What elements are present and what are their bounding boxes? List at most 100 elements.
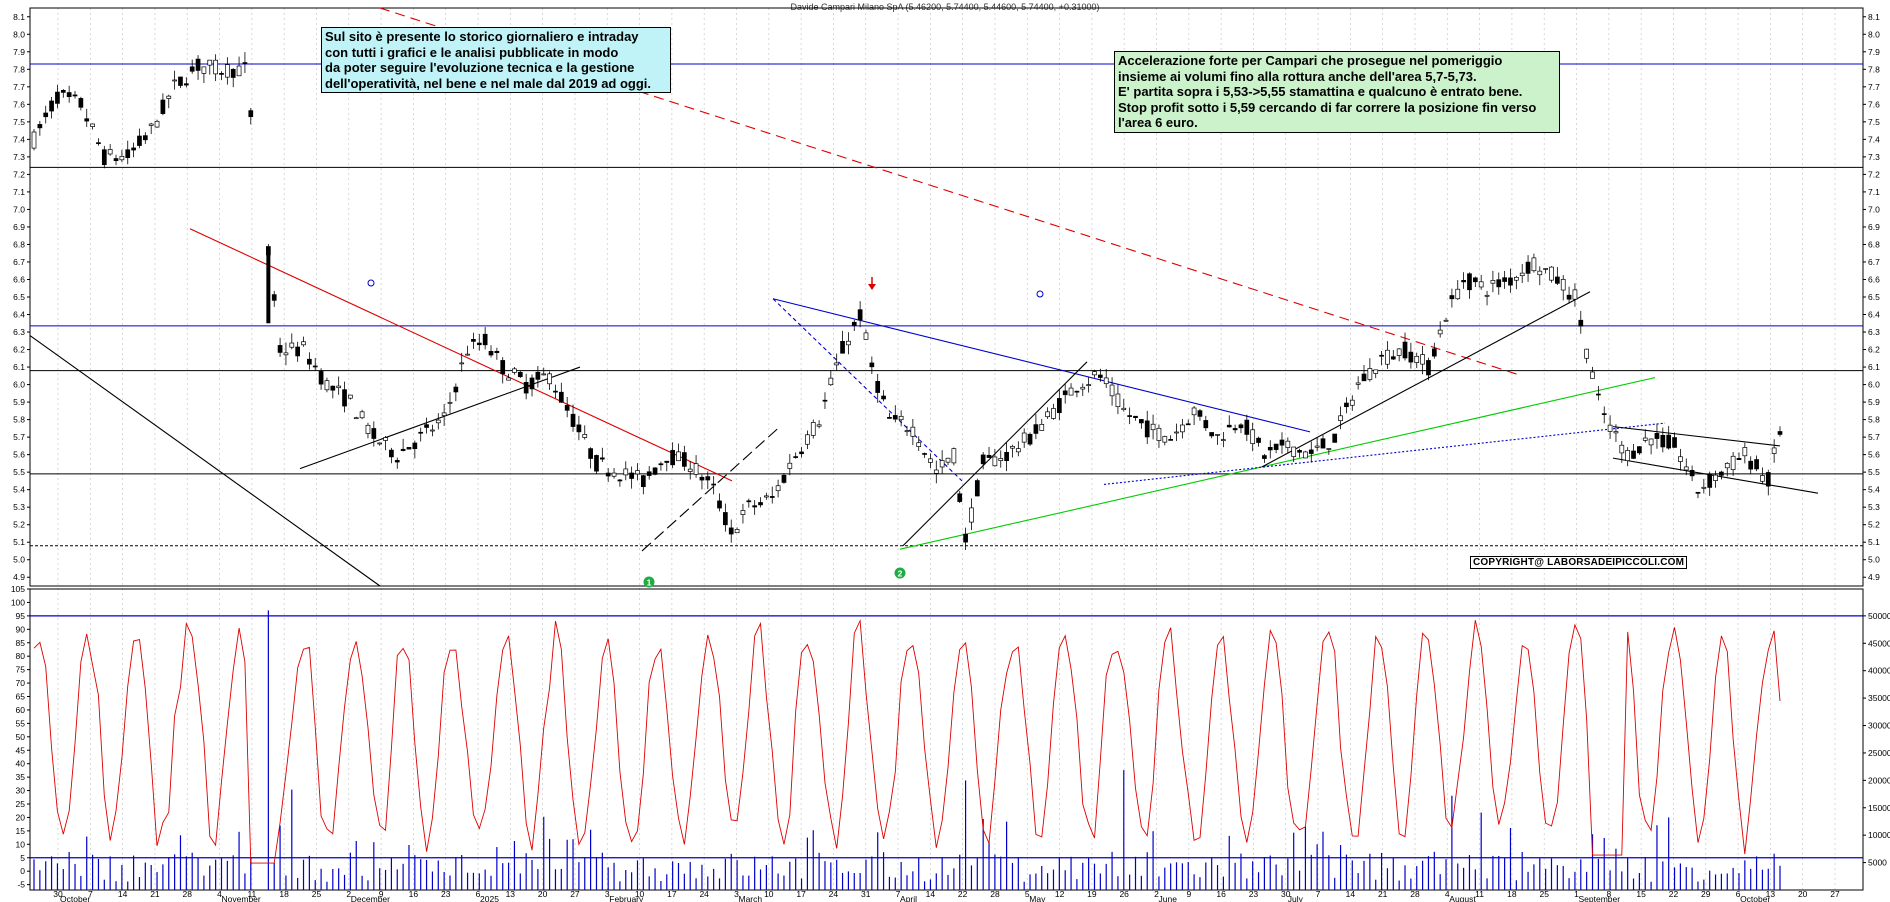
candle-body (1262, 455, 1267, 459)
candle-body (1349, 399, 1355, 406)
price-tick-left: 5.1 (13, 537, 25, 547)
candle-body (711, 483, 717, 486)
price-tick-right: 6.4 (1868, 310, 1880, 320)
candle-body (441, 412, 447, 416)
price-tick-left: 5.7 (13, 432, 25, 442)
candle-body (986, 454, 992, 458)
candle-body (330, 385, 336, 391)
candle-body (512, 368, 517, 373)
trend-line (1612, 426, 1781, 447)
candle-body (957, 493, 963, 502)
x-tick-label: 11 (1475, 889, 1484, 899)
candle-body (1127, 415, 1132, 417)
candle-body (1150, 423, 1156, 431)
price-tick-left: 6.5 (13, 292, 25, 302)
x-tick-label: 17 (796, 889, 806, 899)
price-tick-right: 6.5 (1868, 292, 1880, 302)
candle-body (1209, 432, 1215, 437)
indicator-tick-left: 90 (16, 624, 26, 634)
x-tick-label: 29 (1701, 889, 1711, 899)
price-tick-left: 7.5 (13, 117, 25, 127)
x-tick-label: 28 (183, 889, 193, 899)
candle-body (189, 66, 195, 72)
candle-body (506, 377, 511, 381)
candle-body (266, 253, 271, 324)
candle-body (96, 142, 101, 145)
candle-body (1361, 373, 1367, 382)
candle-body (875, 381, 881, 393)
candle-body (635, 470, 640, 475)
volume-tick-right: 25000 (1868, 748, 1890, 758)
price-tick-left: 8.0 (13, 29, 25, 39)
candle-body (1414, 355, 1420, 363)
indicator-tick-left: -5 (17, 880, 25, 890)
candle-body (418, 431, 424, 434)
candle-body (629, 472, 634, 479)
candle-body (248, 110, 254, 118)
candle-body (178, 76, 183, 86)
candle-body (148, 123, 154, 126)
candle-body (1080, 386, 1086, 390)
price-tick-left: 7.7 (13, 82, 25, 92)
price-tick-left: 6.1 (13, 362, 25, 372)
candle-body (1396, 348, 1402, 356)
price-tick-left: 7.8 (13, 64, 25, 74)
note-right: Accelerazione forte per Campari che pros… (1114, 51, 1560, 133)
candle-body (201, 66, 207, 74)
candle-body (1344, 402, 1349, 408)
candle-body (1139, 419, 1144, 424)
candle-body (764, 495, 769, 498)
month-label: April (900, 894, 917, 902)
x-tick-label: 12 (1055, 889, 1065, 899)
copyright-label: COPYRIGHT@ LABORSADEIPICCOLI.COM (1470, 556, 1688, 569)
candle-body (113, 158, 119, 162)
candle-body (424, 424, 429, 428)
candle-body (213, 59, 218, 75)
candle-body (371, 428, 377, 439)
candle-body (453, 386, 459, 393)
candle-body (400, 448, 406, 451)
volume-tick-right: 30000 (1868, 721, 1890, 731)
price-tick-left: 8.1 (13, 12, 25, 22)
note-line: Sul sito è presente lo storico giornalie… (325, 29, 639, 44)
price-tick-left: 5.0 (13, 555, 25, 565)
volume-tick-right: 20000 (1868, 775, 1890, 785)
candle-body (646, 471, 652, 476)
candle-body (1695, 491, 1701, 494)
candle-body (131, 147, 136, 151)
candle-body (488, 351, 494, 356)
candle-body (887, 416, 892, 419)
month-label: June (1159, 894, 1178, 902)
x-tick-label: 16 (1216, 889, 1226, 899)
candle-body (1291, 446, 1297, 457)
candle-body (1285, 440, 1291, 448)
indicator-tick-left: 105 (11, 584, 25, 594)
price-tick-right: 5.2 (1868, 520, 1880, 530)
candle-body (1203, 420, 1209, 429)
candle-body (517, 372, 523, 378)
x-tick-label: 30 (1281, 889, 1291, 899)
candle-body (1273, 443, 1279, 450)
price-tick-right: 6.7 (1868, 257, 1880, 267)
x-tick-label: 31 (861, 889, 871, 899)
month-label: November (222, 894, 261, 902)
candle-body (740, 510, 746, 515)
candle-body (1472, 277, 1478, 283)
price-tick-right: 6.0 (1868, 380, 1880, 390)
month-label: May (1029, 894, 1046, 902)
candle-body (1426, 360, 1431, 376)
candle-body (389, 449, 394, 458)
candle-body (1068, 387, 1074, 396)
marker-circle (894, 567, 906, 579)
price-tick-left: 6.7 (13, 257, 25, 267)
candle-body (1707, 473, 1713, 488)
candle-body (1719, 471, 1724, 476)
indicator-tick-left: 50 (16, 732, 26, 742)
candle-body (295, 346, 301, 357)
candle-body (1051, 408, 1056, 419)
candle-body (183, 83, 189, 86)
signal-arrow-head (868, 284, 876, 290)
price-tick-left: 7.3 (13, 152, 25, 162)
x-tick-label: 18 (1507, 889, 1517, 899)
